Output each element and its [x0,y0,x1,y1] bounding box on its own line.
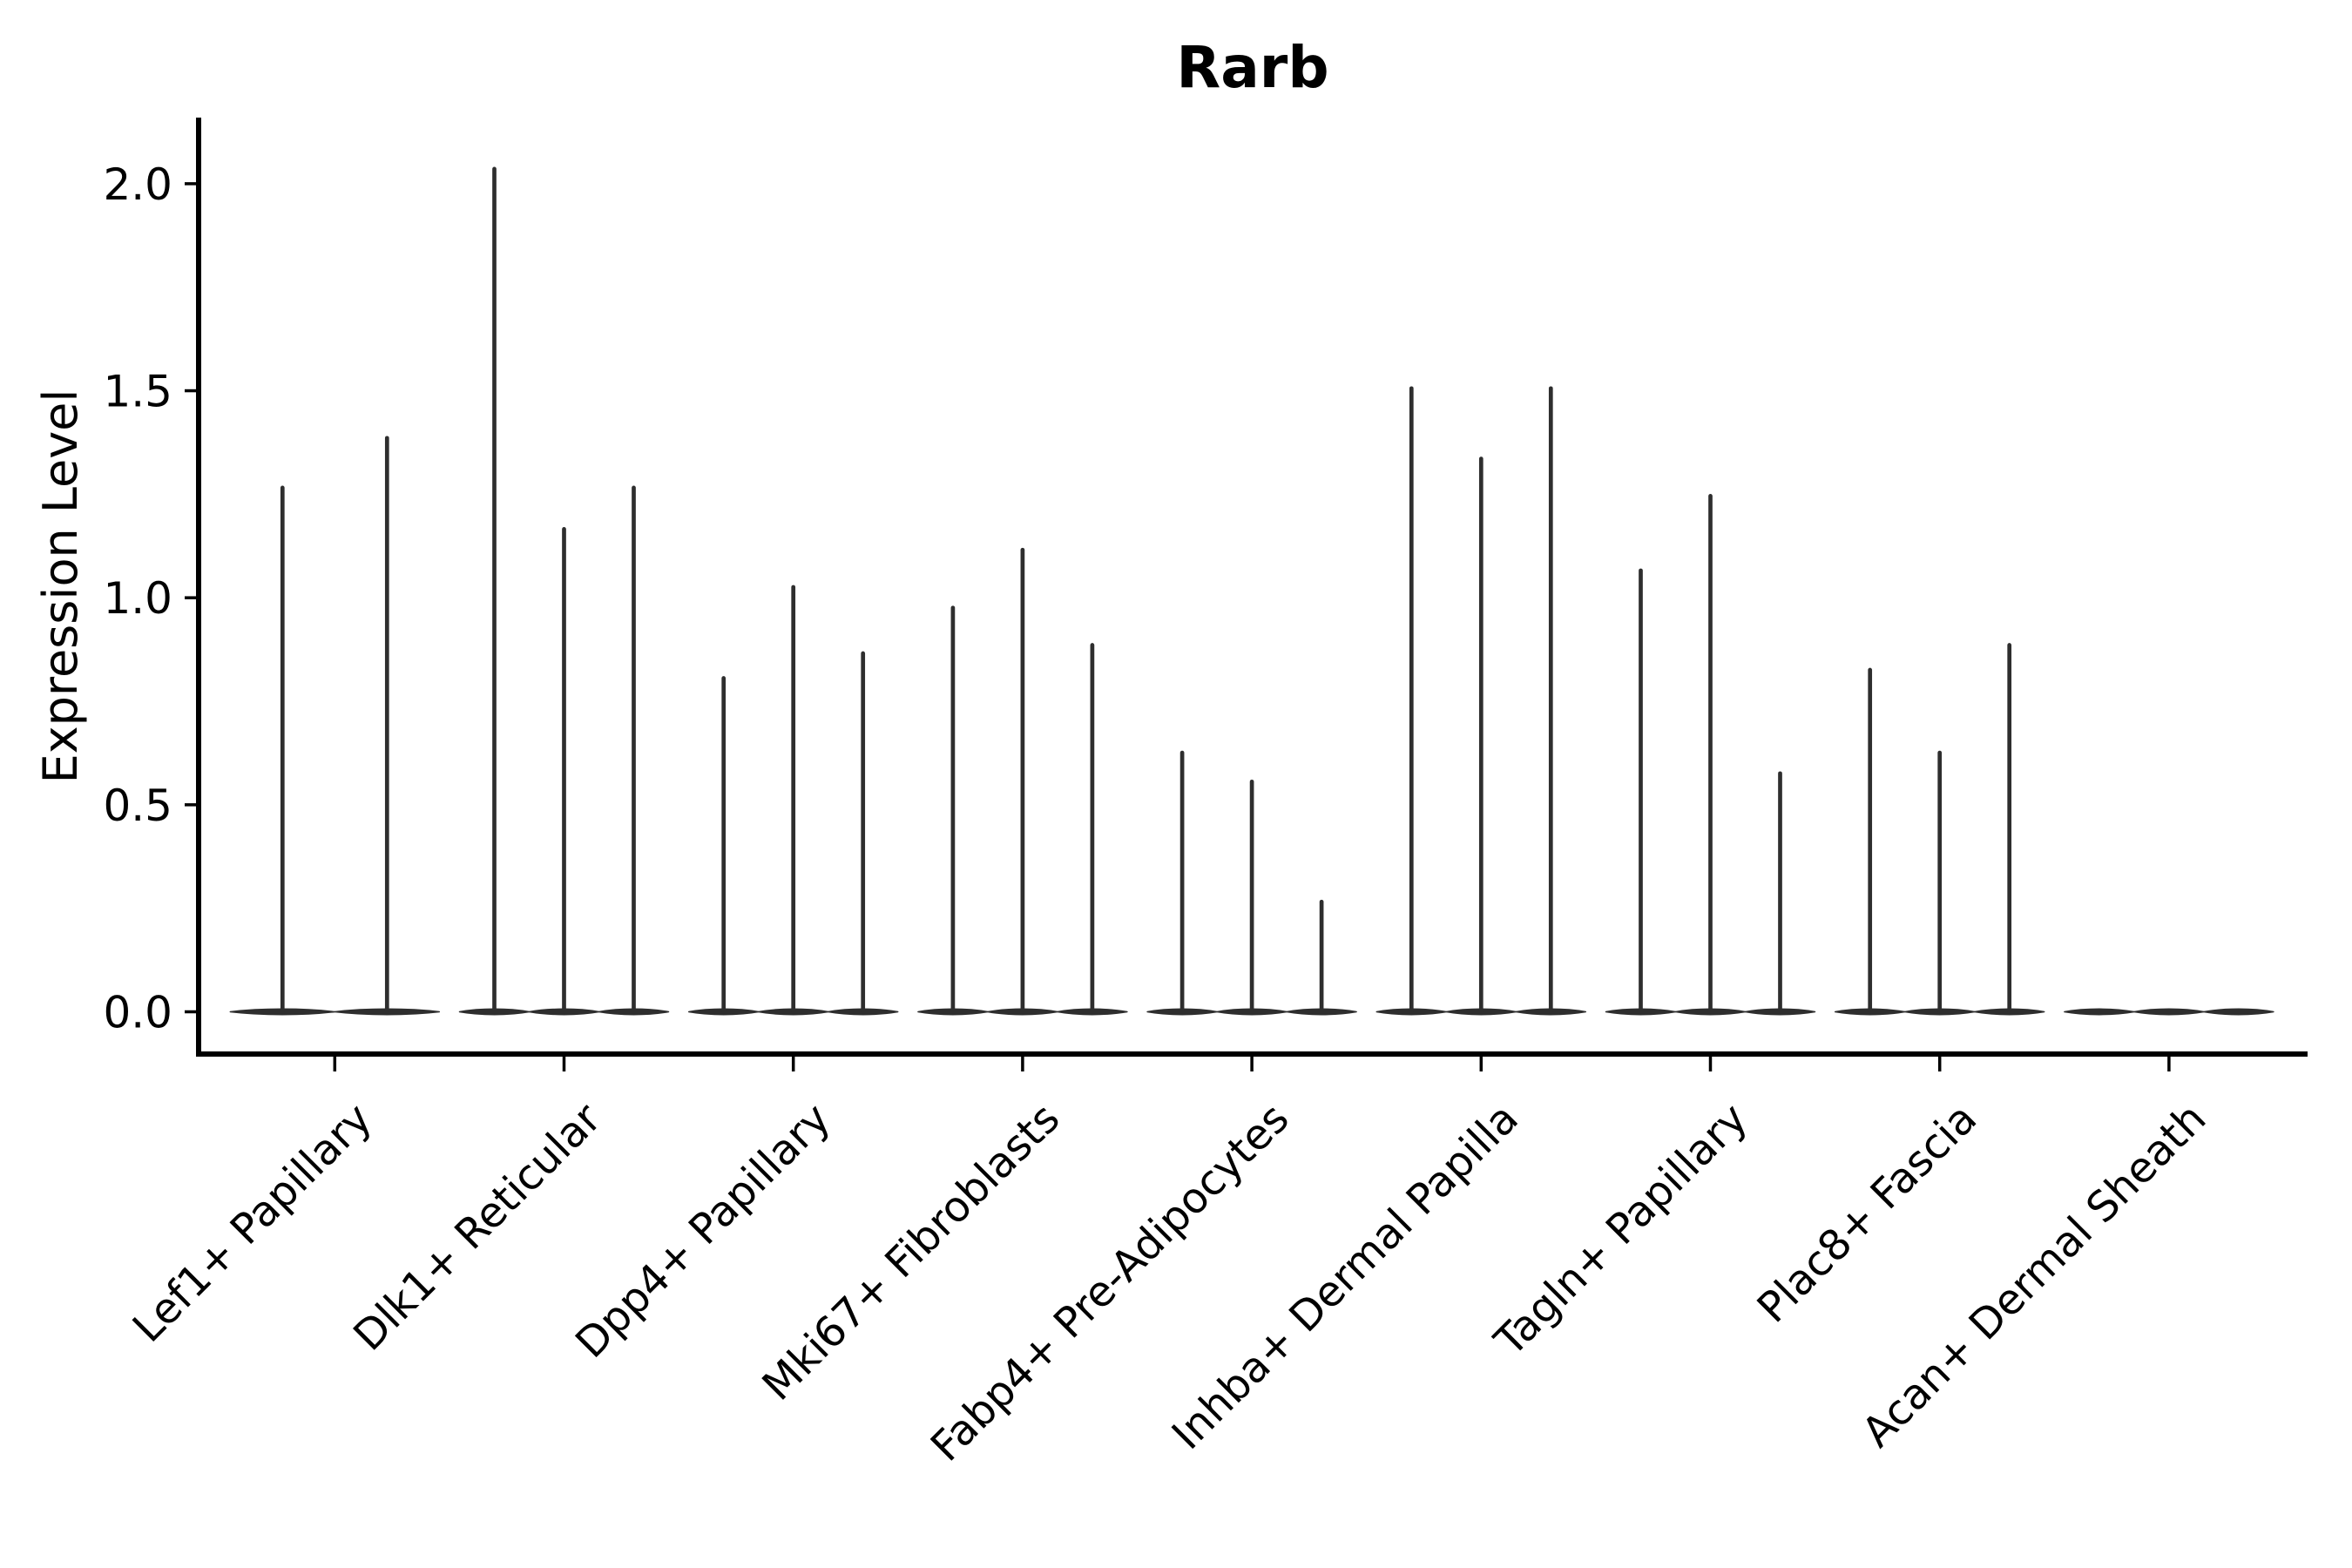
violin-group [917,547,1128,1016]
violin-body [2133,1008,2205,1016]
y-tick-label: 1.5 [103,367,172,417]
violin-group [1605,494,1816,1016]
violin-body [2203,1008,2274,1016]
x-tick-label: Lef1+ Papillary [124,1094,382,1352]
y-tick-label: 1.0 [103,573,172,624]
x-tick-label: Tagln+ Papillary [1485,1094,1757,1366]
violin-group [2064,1008,2274,1016]
y-tick-label: 0.0 [103,988,172,1038]
y-tick-label: 0.5 [103,781,172,831]
y-tick-label: 2.0 [103,159,172,210]
violin-group [687,585,899,1016]
x-tick-label: Plac8+ Fascia [1748,1094,1987,1333]
violin-group [458,166,670,1016]
chart-title: Rarb [1176,34,1328,101]
x-tick-label: Dlk1+ Reticular [344,1094,611,1361]
violin-group [1146,750,1357,1016]
violin-group [229,436,441,1016]
violin-body [2064,1008,2135,1016]
violin-layer [229,166,2274,1016]
violin-group [1834,643,2045,1016]
y-axis-label: Expression Level [33,389,88,784]
violin-group [1375,386,1587,1016]
x-tick-label: Dpp4+ Papillary [566,1094,840,1368]
